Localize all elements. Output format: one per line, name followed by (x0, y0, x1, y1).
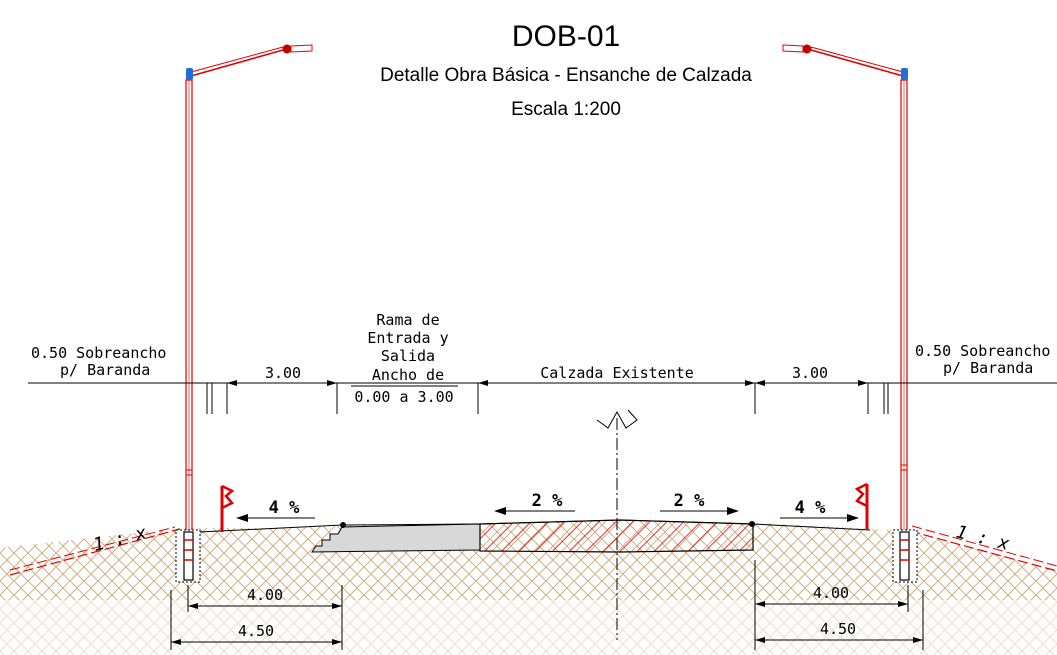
slope-left-inner: 2 % (494, 491, 575, 515)
slope-right-outer-label: 4 % (795, 498, 826, 518)
existing-pavement (479, 519, 754, 553)
left-width-label: 3.00 (265, 364, 301, 382)
dim-left-inner-arrow-b (332, 603, 342, 609)
left-light-pole (185, 44, 313, 533)
top-dimension-ticks (206, 383, 889, 414)
right-guardrail (854, 482, 869, 530)
right-sobreancho-label: 0.50 Sobreancho (915, 342, 1050, 360)
slope-right-inner-label: 2 % (674, 491, 705, 511)
right-sobreancho-label-2: p/ Baranda (943, 359, 1033, 377)
slope-right-inner: 2 % (660, 491, 739, 515)
soil-bottom-fade (0, 600, 1057, 655)
left-guardrail (220, 484, 235, 532)
arrow-calzada-a (478, 380, 488, 386)
left-slope-line-2 (9, 526, 176, 571)
drawing-subtitle: Detalle Obra Básica - Ensanche de Calzad… (380, 65, 752, 86)
drawing-title: DOB-01 (512, 20, 620, 53)
left-sobreancho-label: 0.50 Sobreancho (31, 344, 166, 362)
dim-right-outer-label: 4.50 (820, 620, 856, 638)
pavement-edge-marker-right (749, 521, 755, 527)
arrow-right-width-b (858, 380, 868, 386)
right-pole-foundation (892, 529, 918, 583)
rama-label-4: Ancho de (372, 366, 444, 384)
arrow-right-width-a (755, 380, 765, 386)
dim-right-inner-arrow-b (898, 601, 908, 607)
right-slope-line-2 (911, 525, 1057, 567)
rama-label-3: Salida (381, 347, 435, 365)
arrow-left-width-b (327, 380, 337, 386)
arrow-calzada-b (745, 380, 755, 386)
bottom-dimension-ticks (170, 560, 924, 650)
dim-left-outer-label: 4.50 (238, 622, 274, 640)
pavement-edge-marker-left (340, 522, 346, 528)
dim-right-outer-arrow-a (755, 637, 765, 643)
left-sobreancho-label-2: p/ Baranda (60, 361, 150, 379)
right-width-label: 3.00 (792, 364, 828, 382)
right-slope-line (909, 530, 1057, 572)
slope-right-outer: 4 % (780, 498, 859, 522)
right-light-pole (782, 44, 908, 533)
arrow-left-width-a (227, 380, 237, 386)
left-slope-line (9, 528, 181, 576)
rama-label-5: 0.00 a 3.00 (354, 388, 453, 406)
dim-left-outer-arrow-b (332, 639, 342, 645)
rama-label-1: Rama de (376, 311, 439, 329)
slope-left-inner-label: 2 % (532, 491, 563, 511)
dim-right-outer-arrow-b (913, 637, 923, 643)
drawing-scale: Escala 1:200 (511, 99, 621, 120)
dim-left-inner-label: 4.00 (247, 586, 283, 604)
dim-right-inner-arrow-a (755, 601, 765, 607)
slope-left-outer-label: 4 % (269, 498, 300, 518)
slope-left-outer: 4 % (236, 498, 315, 522)
centerline-symbol (596, 409, 638, 429)
calzada-label: Calzada Existente (540, 364, 694, 382)
dim-left-inner-arrow-a (188, 603, 198, 609)
dim-left-outer-arrow-a (171, 639, 181, 645)
left-pole-foundation (175, 529, 201, 583)
dim-right-inner-label: 4.00 (813, 584, 849, 602)
rama-label-2: Entrada y (367, 329, 448, 347)
